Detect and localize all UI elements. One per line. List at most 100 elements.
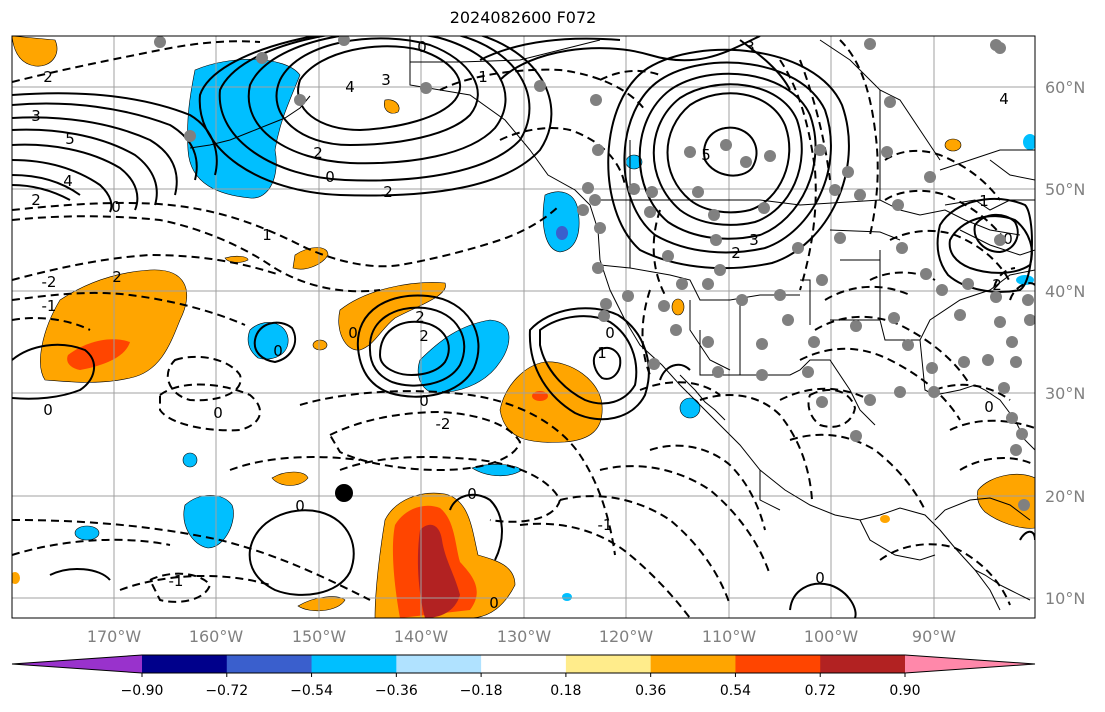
colorbar-segment: [396, 655, 482, 673]
station-dot: [864, 394, 876, 406]
station-dot: [594, 222, 606, 234]
colorbar-tick-label: 0.18: [550, 683, 581, 699]
station-dot: [577, 204, 589, 216]
station-dot: [692, 186, 704, 198]
station-dot: [1022, 294, 1034, 306]
colorbar-tick-label: 0.72: [805, 683, 836, 699]
station-dot: [958, 356, 970, 368]
shade-positive: [499, 361, 603, 443]
station-dot: [582, 182, 594, 194]
contour-label: 1: [597, 344, 607, 362]
contour-label: 4: [63, 172, 73, 190]
contour-label: 1: [478, 68, 488, 86]
station-dot: [854, 189, 866, 201]
contour-label: -2: [436, 415, 451, 433]
contour-label: 0: [348, 324, 358, 342]
station-dot: [684, 146, 696, 158]
station-dot: [982, 354, 994, 366]
station-dot: [926, 362, 938, 374]
station-dot: [998, 382, 1010, 394]
colorbar-segment: [311, 655, 397, 673]
colorbar: −0.90 −0.72 −0.54 −0.36 −0.18 0.18 0.36 0.54 0.7…: [11, 654, 1036, 699]
contour-label: 0: [605, 324, 615, 342]
station-dot: [1024, 314, 1035, 326]
station-dot: [994, 234, 1006, 246]
lon-tick-label: 150°W: [292, 627, 347, 646]
shade-positive: [417, 524, 460, 618]
lon-tick-label: 130°W: [497, 627, 552, 646]
station-dot: [994, 42, 1006, 54]
station-dot: [864, 38, 876, 50]
contour-label: 1: [262, 226, 272, 244]
station-dot: [829, 184, 841, 196]
station-dot: [814, 144, 826, 156]
station-dot: [802, 366, 814, 378]
station-dot: [644, 206, 656, 218]
contour-label-layer: 0 0 0 0 0 0 0 0 0 0 0 0 0 0 0 1 1 1 1 2: [31, 38, 1013, 612]
contour-label: 0: [815, 569, 825, 587]
station-dot: [850, 430, 862, 442]
station-dot: [1018, 499, 1030, 511]
colorbar-segment: [142, 655, 228, 673]
station-dot: [1010, 356, 1022, 368]
station-dot: [622, 290, 634, 302]
station-dot: [534, 80, 546, 92]
contour-label: 0: [984, 398, 994, 416]
station-dot: [598, 310, 610, 322]
contour-label: 5: [701, 146, 711, 164]
shade-positive: [271, 471, 309, 486]
station-dot: [708, 209, 720, 221]
station-dot: [1016, 428, 1028, 440]
colorbar-extend-high: [905, 655, 1035, 673]
contour-label: 0: [273, 342, 283, 360]
station-dot: [884, 96, 896, 108]
station-dot: [710, 234, 722, 246]
station-dot: [756, 338, 768, 350]
colorbar-segment: [820, 655, 906, 673]
colorbar-segment: [650, 655, 736, 673]
contour-label: -1: [169, 572, 184, 590]
contour-label: 0: [295, 497, 305, 515]
lat-tick-label: 60°N: [1045, 78, 1085, 97]
contour-label: 3: [745, 38, 755, 56]
colorbar-tick-label: −0.90: [121, 683, 164, 699]
station-dot: [628, 183, 640, 195]
colorbar-segment: [481, 655, 567, 673]
colorbar-tick-label: −0.36: [375, 683, 418, 699]
station-dot: [764, 150, 776, 162]
station-dots: [154, 36, 1035, 511]
contour-lines: [12, 36, 1035, 618]
contour-label: 0: [417, 38, 427, 56]
contour-label: 0: [1003, 230, 1013, 248]
station-dot: [294, 94, 306, 106]
station-dot: [920, 268, 932, 280]
station-dot: [990, 291, 1002, 303]
lat-tick-label: 20°N: [1045, 487, 1085, 506]
lon-tick-label: 90°W: [912, 627, 956, 646]
station-dot: [658, 300, 670, 312]
station-dot: [936, 284, 948, 296]
map-panel: 0 0 0 0 0 0 0 0 0 0 0 0 0 0 0 1 1 1 1 2: [11, 35, 1036, 619]
contour-label: 0: [43, 401, 53, 419]
contour-label: 2: [419, 327, 429, 345]
station-dot: [184, 130, 196, 142]
shade-positive: [338, 282, 446, 351]
station-dot: [928, 386, 940, 398]
station-dot: [714, 264, 726, 276]
contour-label: 2: [112, 268, 122, 286]
figure-title: 2024082600 F072: [449, 8, 597, 27]
station-dot: [896, 242, 908, 254]
contour-label: 0: [419, 392, 429, 410]
contour-label: 0: [213, 404, 223, 422]
station-dot: [702, 278, 714, 290]
lon-tick-label: 170°W: [87, 627, 142, 646]
contour-label: -1: [598, 516, 613, 534]
shade-negative: [542, 191, 580, 253]
contour-label: 3: [381, 71, 391, 89]
station-dot: [646, 186, 658, 198]
station-dot: [1006, 336, 1018, 348]
contour-label: 4: [999, 90, 1009, 108]
station-dot: [592, 144, 604, 156]
station-dot: [590, 94, 602, 106]
